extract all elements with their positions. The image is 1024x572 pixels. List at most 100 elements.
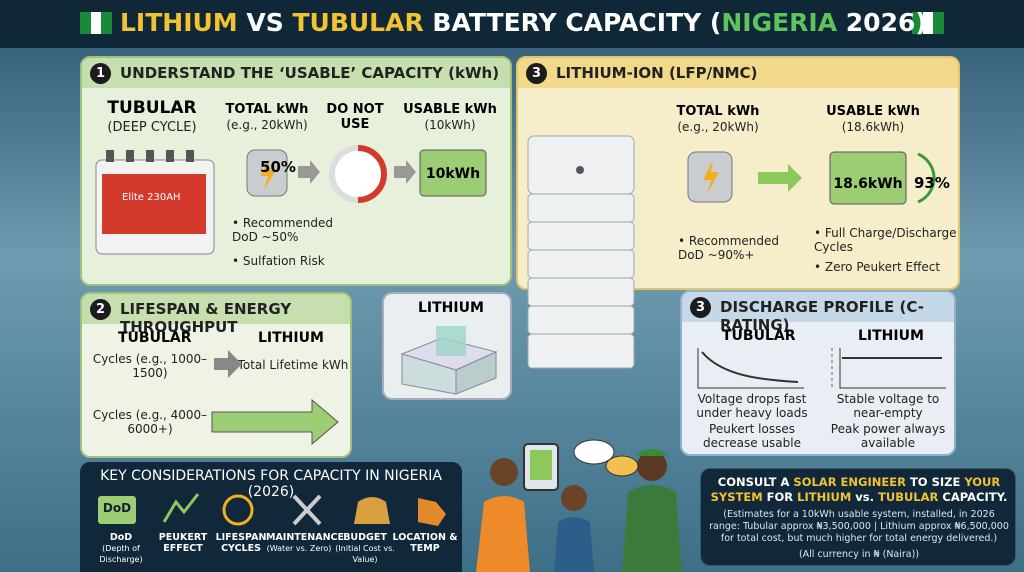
title-part: LITHIUM [120, 8, 238, 37]
panel-number: 2 [90, 299, 111, 320]
flag-right [912, 12, 944, 34]
headline-part: TO SIZE [905, 475, 965, 489]
lithium-cycles: Cycles (e.g., 4000–6000+) [92, 408, 208, 436]
panel-header: UNDERSTAND THE ‘USABLE’ CAPACITY (kWh) [82, 58, 510, 88]
key-item-label: BUDGET [343, 532, 387, 543]
total-example: (e.g., 20kWh) [226, 118, 308, 132]
battery-sub: (DEEP CYCLE) [107, 120, 197, 135]
key-item-note: (Initial Cost vs. Value) [335, 544, 395, 564]
bullet-text: Full Charge/Discharge Cycles [814, 226, 957, 254]
right-note: Peak power always available [830, 422, 946, 450]
col-left: TUBULAR [722, 328, 796, 344]
key-item-label: MAINTENANCE [266, 532, 344, 543]
battery-stack [527, 135, 635, 369]
arrows [211, 350, 339, 446]
panel-number: 3 [526, 63, 547, 84]
lithium-illustration: LITHIUM [382, 292, 512, 400]
key-icons [98, 493, 446, 526]
key-item: PEUKERT EFFECT [150, 532, 216, 554]
usable-example: (18.6kWh) [841, 120, 905, 134]
headline-part: YOUR SYSTEM [710, 475, 1001, 504]
total-label: TOTAL kWh [225, 102, 309, 117]
title: LITHIUM VS TUBULAR BATTERY CAPACITY (NIG… [120, 8, 927, 37]
panel-header: LITHIUM-ION (LFP/NMC) [518, 58, 958, 88]
bullet: • Recommended DoD ~50% [232, 216, 334, 244]
icon-text: DoD [102, 501, 132, 515]
usable-panel: UNDERSTAND THE ‘USABLE’ CAPACITY (kWh) 1… [80, 56, 512, 286]
tubular-cycles: Cycles (e.g., 1000–1500) [92, 352, 208, 380]
panel-title: DISCHARGE PROFILE (C-RATING) [720, 298, 924, 334]
discharge-panel: DISCHARGE PROFILE (C-RATING) 3 TUBULAR L… [680, 290, 956, 456]
key-item-label: DoD [109, 532, 133, 543]
lifespan-panel: LIFESPAN & ENERGY THROUGHPUT 2 TUBULAR L… [80, 292, 352, 458]
usable-example: (10kWh) [424, 118, 476, 132]
key-item: LIFESPAN CYCLES [208, 532, 274, 554]
headline-part: LITHIUM [797, 490, 852, 504]
col-right: LITHIUM [258, 330, 324, 346]
key-item-note: (Depth of Discharge) [99, 544, 143, 564]
do-not-use: DO NOT USE [326, 102, 384, 132]
right-note: Stable voltage to near-empty [836, 392, 940, 420]
title-part: 2026) [837, 8, 927, 37]
usable-value: 10kWh [425, 166, 481, 182]
headline-part: CAPACITY. [938, 490, 1008, 504]
headline-part: CONSULT A [717, 475, 794, 489]
key-item: LOCATION & TEMP [392, 532, 458, 554]
key-item: MAINTENANCE (Water vs. Zero) [266, 532, 344, 554]
col-right: LITHIUM [858, 328, 924, 344]
panel-title: UNDERSTAND THE ‘USABLE’ CAPACITY (kWh) [120, 64, 500, 82]
headline-part: FOR [762, 490, 798, 504]
bullet: • Zero Peukert Effect [814, 260, 941, 274]
panel-header: DISCHARGE PROFILE (C-RATING) [682, 292, 954, 334]
battery-type: TUBULAR [107, 98, 197, 118]
left-note: Voltage drops fast under heavy loads [696, 392, 808, 420]
currency-note: (All currency in ₦ (Naira)) [798, 549, 920, 560]
left-note: Peukert losses decrease usable power [703, 422, 801, 454]
bullet-text: Zero Peukert Effect [824, 260, 941, 274]
panel-title: LITHIUM-ION (LFP/NMC) [556, 64, 758, 82]
usable-value: 18.6kWh [833, 176, 903, 192]
dod-value: 50% [260, 158, 296, 176]
bullet: • Sulfation Risk [232, 254, 325, 268]
cell-illustration [400, 326, 498, 395]
dod-note: • Recommended DoD ~90%+ [678, 234, 780, 262]
key-item-note: (Water vs. Zero) [266, 544, 332, 553]
panel-number: 3 [690, 297, 711, 318]
key-item: DoD (Depth of Discharge) [88, 532, 154, 565]
tubular-battery [95, 150, 215, 255]
usable-label: USABLE kWh [403, 102, 497, 117]
curves [697, 348, 946, 389]
usable-icons [246, 145, 487, 203]
panel-number: 1 [90, 63, 111, 84]
total-example: (e.g., 20kWh) [677, 120, 759, 134]
key-item: BUDGET (Initial Cost vs. Value) [332, 532, 398, 565]
headline-part: TUBULAR [878, 490, 939, 504]
consult-panel: CONSULT A SOLAR ENGINEER TO SIZE YOUR SY… [700, 468, 1016, 566]
consult-note: (Estimates for a 10kWh usable system, in… [709, 509, 1009, 544]
header [0, 0, 1024, 48]
usable-label: USABLE kWh [826, 104, 920, 119]
total-label: TOTAL kWh [676, 104, 760, 119]
title-part: VS [237, 8, 293, 37]
key-item-label: PEUKERT EFFECT [158, 532, 208, 554]
dod-note-text: Recommended DoD ~90%+ [678, 234, 780, 262]
headline-part: SOLAR ENGINEER [793, 475, 906, 489]
battery-brand: Elite 230AH [122, 192, 181, 203]
illustration-label: LITHIUM [418, 300, 484, 316]
title-part: TUBULAR [292, 8, 424, 37]
key-title: KEY CONSIDERATIONS FOR CAPACITY IN NIGER… [100, 468, 442, 500]
bullet: • Full Charge/Discharge Cycles [814, 226, 957, 254]
engineers-illustration [476, 439, 682, 572]
efficiency: 93% [914, 174, 950, 192]
key-item-label: LIFESPAN CYCLES [215, 532, 267, 554]
title-part: BATTERY CAPACITY ( [423, 8, 722, 37]
key-panel: KEY CONSIDERATIONS FOR CAPACITY IN NIGER… [80, 462, 462, 572]
lithium-icons [687, 151, 936, 205]
headline-part: vs. [851, 490, 879, 504]
flag-left [80, 12, 112, 34]
title-part: NIGERIA [721, 8, 838, 37]
panel-title: LIFESPAN & ENERGY THROUGHPUT [120, 300, 292, 336]
col-left: TUBULAR [118, 330, 192, 346]
bullet-text: Recommended DoD ~50% [232, 216, 334, 244]
